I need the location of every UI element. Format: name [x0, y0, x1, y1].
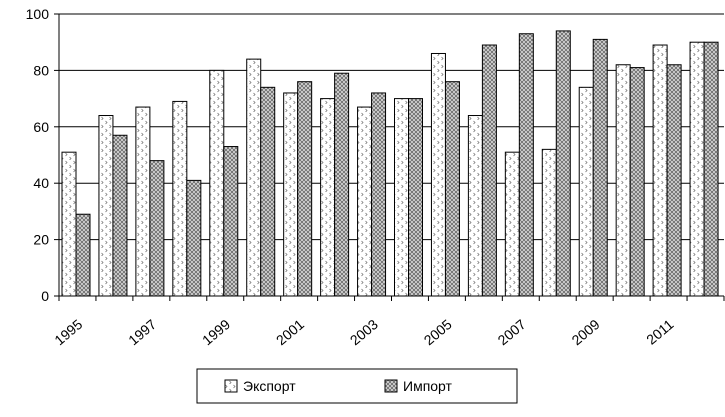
y-tick-label: 80: [33, 62, 49, 78]
bar-import-2001: [297, 81, 313, 297]
bar-export-2006: [467, 115, 483, 297]
bar-import-2003: [371, 92, 387, 297]
bar-import-2004: [408, 98, 423, 297]
bar-import-2005: [444, 81, 460, 297]
bar-import-2006: [481, 44, 497, 297]
bar-export-2001: [283, 92, 299, 297]
bar-import-1998: [186, 179, 202, 297]
x-tick-label: 1997: [125, 316, 159, 348]
bar-export-2011: [652, 44, 668, 297]
bar-export-1998: [172, 100, 188, 297]
bar-export-1996: [98, 115, 114, 297]
bar-import-2009: [592, 38, 608, 297]
bar-import-2007: [518, 33, 534, 297]
bar-import-2008: [555, 30, 571, 297]
x-tick-label: 2001: [273, 316, 307, 348]
bar-import-2011: [666, 64, 682, 297]
bar-export-1995: [61, 151, 77, 297]
legend-swatch-import: [384, 379, 398, 393]
bar-export-1997: [135, 106, 151, 297]
x-tick-label: 2009: [568, 316, 602, 348]
bar-export-2004: [394, 98, 409, 297]
y-tick-label: 0: [41, 288, 49, 304]
x-tick-label: 2005: [421, 316, 455, 348]
bar-import-1997: [149, 160, 165, 297]
bar-export-2010: [615, 64, 631, 297]
bar-import-2012: [703, 41, 719, 297]
bar-import-1996: [112, 134, 128, 297]
x-tick-label: 1999: [199, 316, 233, 348]
x-tick-label: 2011: [643, 316, 677, 348]
legend-swatch-export: [224, 379, 238, 393]
bar-import-2000: [260, 86, 276, 297]
bar-import-1995: [75, 213, 91, 297]
y-tick-label: 100: [26, 6, 50, 22]
bar-export-2008: [541, 148, 557, 297]
bar-export-2003: [357, 106, 373, 297]
bar-export-1999: [209, 69, 225, 297]
legend-box: [196, 368, 518, 404]
legend-label-import: Импорт: [403, 378, 453, 394]
y-tick-label: 60: [33, 119, 49, 135]
bar-import-2002: [334, 72, 350, 297]
bar-export-2000: [246, 58, 262, 297]
bar-export-2009: [578, 86, 594, 297]
x-tick-label: 2007: [495, 316, 529, 348]
bar-export-2002: [320, 98, 336, 297]
bar-import-2010: [629, 67, 645, 297]
legend-label-export: Экспорт: [243, 378, 296, 394]
bar-export-2007: [504, 151, 520, 297]
x-tick-label: 2003: [347, 316, 381, 348]
bar-import-1999: [223, 146, 239, 297]
y-tick-label: 20: [33, 232, 49, 248]
bar-export-2005: [430, 52, 446, 297]
x-tick-label: 1995: [51, 316, 85, 348]
y-tick-label: 40: [33, 175, 49, 191]
bar-export-2012: [689, 41, 705, 297]
